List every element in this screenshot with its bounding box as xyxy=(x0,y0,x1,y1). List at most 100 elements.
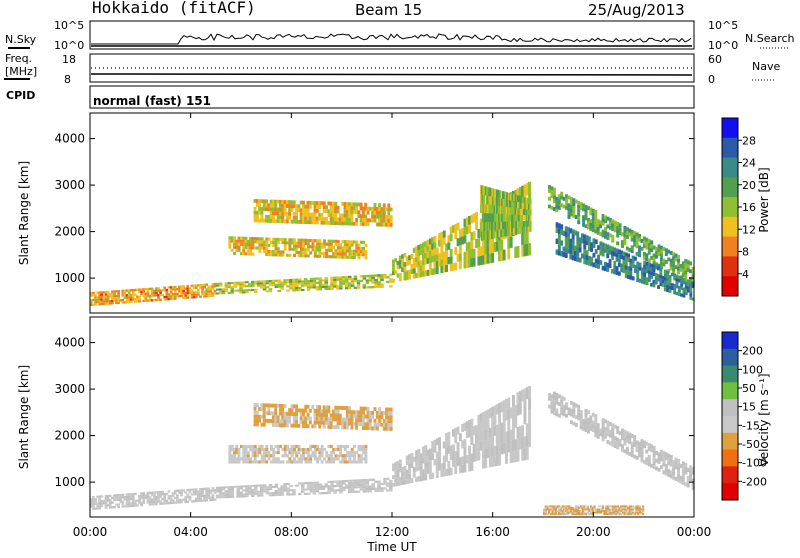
echo-cell xyxy=(482,255,485,265)
echo-cell xyxy=(271,279,276,282)
echo-cell xyxy=(260,422,264,427)
echo-cell xyxy=(362,240,366,244)
echo-cell xyxy=(359,481,364,484)
echo-cell xyxy=(125,495,129,499)
echo-cell xyxy=(638,511,641,514)
echo-cell xyxy=(123,291,127,295)
echo-cell xyxy=(493,415,497,426)
echo-cell xyxy=(591,420,595,425)
echo-cell xyxy=(601,425,605,430)
echo-cell xyxy=(500,229,503,238)
echo-cell xyxy=(272,253,276,257)
echo-cell xyxy=(316,239,319,243)
echo-cell xyxy=(558,510,561,512)
echo-cell xyxy=(410,269,414,274)
echo-cell xyxy=(327,489,331,492)
echo-cell xyxy=(233,454,236,458)
echo-cell xyxy=(596,434,600,439)
echo-cell xyxy=(211,489,215,492)
echo-cell xyxy=(617,262,621,268)
y-tick-label: 3000 xyxy=(54,178,85,192)
echo-cell xyxy=(549,508,552,511)
echo-cell xyxy=(334,242,338,246)
echo-cell xyxy=(286,444,289,448)
echo-cell xyxy=(594,217,598,222)
echo-cell xyxy=(165,295,169,299)
echo-cell xyxy=(405,460,409,465)
echo-cell xyxy=(636,273,640,278)
echo-cell xyxy=(365,279,370,282)
echo-cell xyxy=(227,286,232,289)
echo-cell xyxy=(313,216,317,221)
echo-cell xyxy=(173,290,177,293)
echo-cell xyxy=(256,484,261,487)
echo-cell xyxy=(184,296,188,299)
echo-cell xyxy=(647,250,651,255)
echo-cell xyxy=(604,431,607,435)
echo-cell xyxy=(285,204,289,208)
echo-cell xyxy=(131,495,135,498)
echo-cell xyxy=(311,242,315,246)
echo-cell xyxy=(561,506,564,509)
echo-cell xyxy=(359,246,363,250)
echo-cell xyxy=(599,241,603,247)
echo-cell xyxy=(265,290,270,293)
echo-cell xyxy=(488,437,492,448)
echo-cell xyxy=(595,510,598,512)
echo-cell xyxy=(668,282,672,286)
echo-cell xyxy=(318,448,322,452)
echo-cell xyxy=(253,403,257,407)
echo-cell xyxy=(211,283,215,286)
echo-cell xyxy=(334,217,338,222)
echo-cell xyxy=(470,427,474,437)
echo-cell xyxy=(262,415,266,419)
echo-cell xyxy=(677,258,680,263)
echo-cell xyxy=(684,278,688,283)
echo-cell xyxy=(426,251,430,258)
echo-cell xyxy=(269,240,273,244)
echo-cell xyxy=(408,274,411,280)
echo-cell xyxy=(312,481,317,484)
echo-cell xyxy=(259,282,264,285)
echo-cell xyxy=(272,240,276,244)
echo-cell xyxy=(281,238,285,242)
echo-cell xyxy=(433,261,437,268)
echo-cell xyxy=(165,298,169,301)
echo-cell xyxy=(637,508,640,511)
echo-cell xyxy=(306,280,311,283)
echo-cell xyxy=(560,395,564,400)
echo-cell xyxy=(630,229,634,234)
echo-cell xyxy=(389,482,393,485)
echo-cell xyxy=(253,444,257,448)
echo-cell xyxy=(350,486,355,489)
echo-cell xyxy=(669,458,673,463)
echo-cell xyxy=(558,511,561,514)
echo-cell xyxy=(681,473,685,478)
echo-cell xyxy=(100,300,104,303)
echo-cell xyxy=(228,242,232,246)
echo-cell xyxy=(182,287,185,290)
echo-cell xyxy=(623,506,626,509)
echo-cell xyxy=(362,483,367,486)
echo-cell xyxy=(424,246,428,253)
echo-cell xyxy=(315,409,319,413)
echo-cell xyxy=(661,275,665,280)
echo-cell xyxy=(290,238,294,242)
echo-cell xyxy=(594,249,598,254)
echo-cell xyxy=(362,481,367,484)
echo-cell xyxy=(378,415,382,419)
echo-cell xyxy=(523,244,527,257)
echo-cell xyxy=(262,490,267,493)
echo-cell xyxy=(385,419,388,423)
echo-cell xyxy=(374,480,378,483)
echo-cell xyxy=(594,221,598,226)
echo-cell xyxy=(350,255,354,259)
echo-cell xyxy=(173,285,177,289)
echo-cell xyxy=(218,490,223,493)
echo-cell xyxy=(283,244,287,248)
echo-cell xyxy=(98,500,102,503)
echo-cell xyxy=(318,283,323,286)
echo-cell xyxy=(377,487,381,490)
echo-cell xyxy=(146,496,150,499)
